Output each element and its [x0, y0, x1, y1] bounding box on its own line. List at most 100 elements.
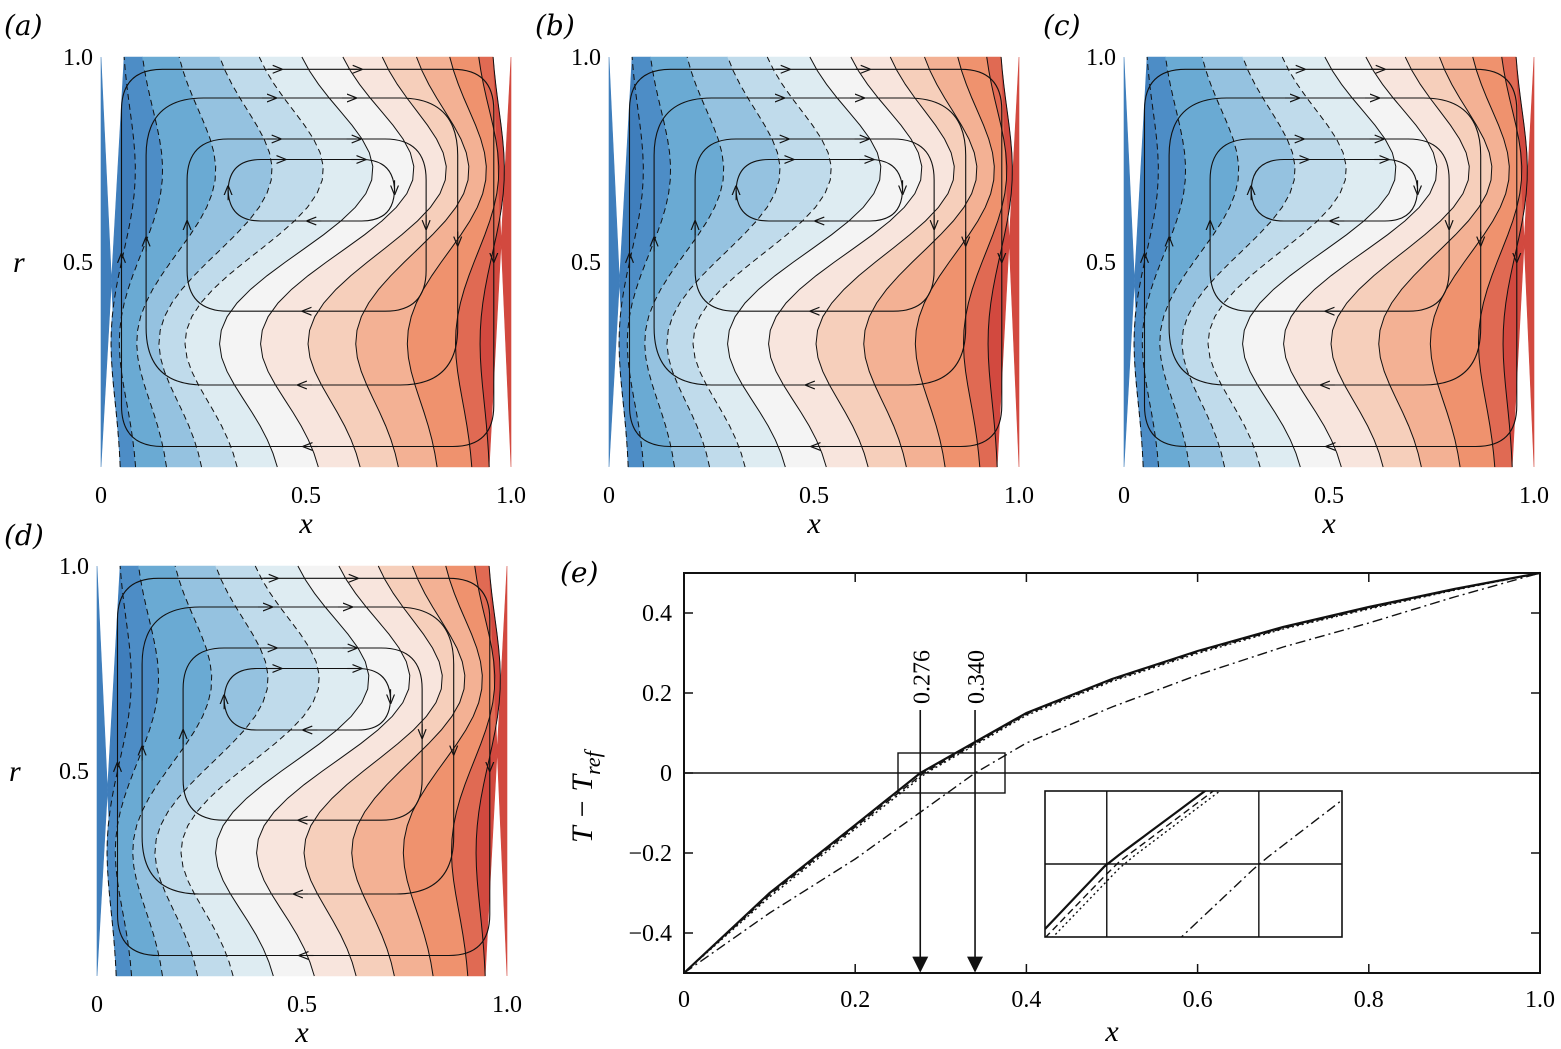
x-tick-label: 0.4 [1011, 987, 1041, 1013]
streamline [694, 138, 935, 312]
y-tick-label: 0.4 [642, 601, 672, 627]
isotherm-line [962, 56, 1008, 468]
streamline [735, 158, 904, 222]
inset [1044, 790, 1343, 938]
isotherm-line [110, 56, 136, 468]
y-tick-label: 1.0 [1086, 45, 1116, 71]
isotherm-line [768, 56, 923, 468]
isotherm-line [351, 565, 466, 977]
panel-label: (a) [4, 9, 43, 42]
isotherm-line [692, 56, 832, 468]
streamline [1250, 158, 1419, 222]
x-tick-label: 0 [95, 483, 107, 509]
isotherm-line [914, 56, 995, 468]
isotherm-line [1207, 56, 1347, 468]
y-axis-label: r [9, 755, 21, 788]
x-tick-label: 1.0 [1004, 483, 1034, 509]
contour-panel-d: (d)0 0.5 1.0x0.51.0r [4, 519, 522, 1049]
x-tick-label: 0.2 [840, 987, 870, 1013]
isotherm-line [303, 565, 443, 977]
panel-label: (d) [4, 519, 44, 552]
isotherm-line [1477, 56, 1523, 468]
isotherm-line [215, 565, 370, 977]
isotherm-line [136, 56, 217, 468]
isotherm-line [219, 56, 374, 468]
isotherm-line [402, 565, 483, 977]
isotherm-line [1181, 56, 1296, 468]
y-axis-label: r [13, 246, 25, 279]
isotherm-line [1159, 56, 1240, 468]
streamline [120, 68, 495, 448]
x-tick-label: 0.5 [287, 992, 317, 1018]
series-line-solid [683, 571, 1541, 974]
isotherm-line [307, 56, 447, 468]
isotherm-line [355, 56, 470, 468]
x-axis-label: x [298, 507, 313, 540]
streamline [223, 667, 392, 731]
streamline [628, 68, 1003, 448]
inset-series-dashdot [1180, 799, 1342, 937]
contour-panel-b: (b)0 0.5 1.0x0.51.0 [535, 9, 1034, 540]
panel-label: (c) [1043, 9, 1081, 42]
contour-panel-c: (c)0 0.5 1.0x0.51.0 [1043, 9, 1549, 540]
isotherm-line [180, 565, 320, 977]
y-tick-label: 0.5 [63, 250, 93, 276]
y-tick-label: 1.0 [59, 554, 89, 580]
isotherm-line [1133, 56, 1159, 468]
inset-series-solid [1045, 791, 1207, 930]
isotherm-line [106, 565, 132, 977]
isotherm-line [727, 56, 882, 468]
isotherm-line [666, 56, 781, 468]
x-tick-label: 1.0 [492, 992, 522, 1018]
y-tick-label: 0.5 [59, 759, 89, 785]
y-tick-label: 0 [660, 761, 672, 787]
streamline [653, 97, 967, 386]
y-tick-label: 1.0 [63, 45, 93, 71]
x-tick-label: 0 [603, 483, 615, 509]
x-tick-label: 0.5 [1314, 483, 1344, 509]
isotherm-line [158, 56, 273, 468]
y-axis-label: T − Tref [566, 748, 605, 843]
streamline [116, 577, 491, 957]
x-axis-label: x [1321, 507, 1336, 540]
isotherm-line [450, 565, 496, 977]
isotherm-line [1283, 56, 1438, 468]
contour-panel-a: (a)0 0.5 1.0x0.51.0r [4, 9, 526, 540]
panel-label: (e) [560, 556, 598, 589]
isotherm-line [454, 56, 500, 468]
x-tick-label: 0 [678, 987, 690, 1013]
y-tick-label: 0.5 [571, 250, 601, 276]
series-line-dotted [683, 572, 1541, 974]
isotherm-line [1330, 56, 1470, 468]
isotherm-line [863, 56, 978, 468]
isotherm-line [256, 565, 411, 977]
streamline [141, 606, 455, 895]
streamline [227, 158, 396, 222]
streamline [186, 138, 427, 312]
isotherm-line [618, 56, 644, 468]
annotation-label: 0.340 [964, 650, 990, 704]
isotherm-line [815, 56, 955, 468]
x-axis-label: x [294, 1016, 309, 1049]
y-tick-label: −0.4 [628, 921, 672, 947]
inset-series-dotted [1052, 791, 1222, 937]
isotherm-line [260, 56, 415, 468]
isotherm-line [132, 565, 213, 977]
isotherm-line [1378, 56, 1493, 468]
x-tick-label: 1.0 [1519, 483, 1549, 509]
inset-series-dashed [1045, 791, 1215, 937]
y-tick-label: 0.5 [1086, 250, 1116, 276]
series-line-dashdot [683, 572, 1541, 974]
x-tick-label: 0.8 [1354, 987, 1384, 1013]
y-tick-label: 0.2 [642, 681, 672, 707]
x-axis-label: x [1104, 1015, 1119, 1048]
isotherm-line [154, 565, 269, 977]
isotherm-line [406, 56, 487, 468]
streamline [182, 647, 423, 821]
streamline [1143, 68, 1518, 448]
zoom-box [897, 752, 1006, 794]
x-tick-label: 0.5 [291, 483, 321, 509]
streamline [1168, 97, 1482, 386]
isotherm-line [644, 56, 725, 468]
